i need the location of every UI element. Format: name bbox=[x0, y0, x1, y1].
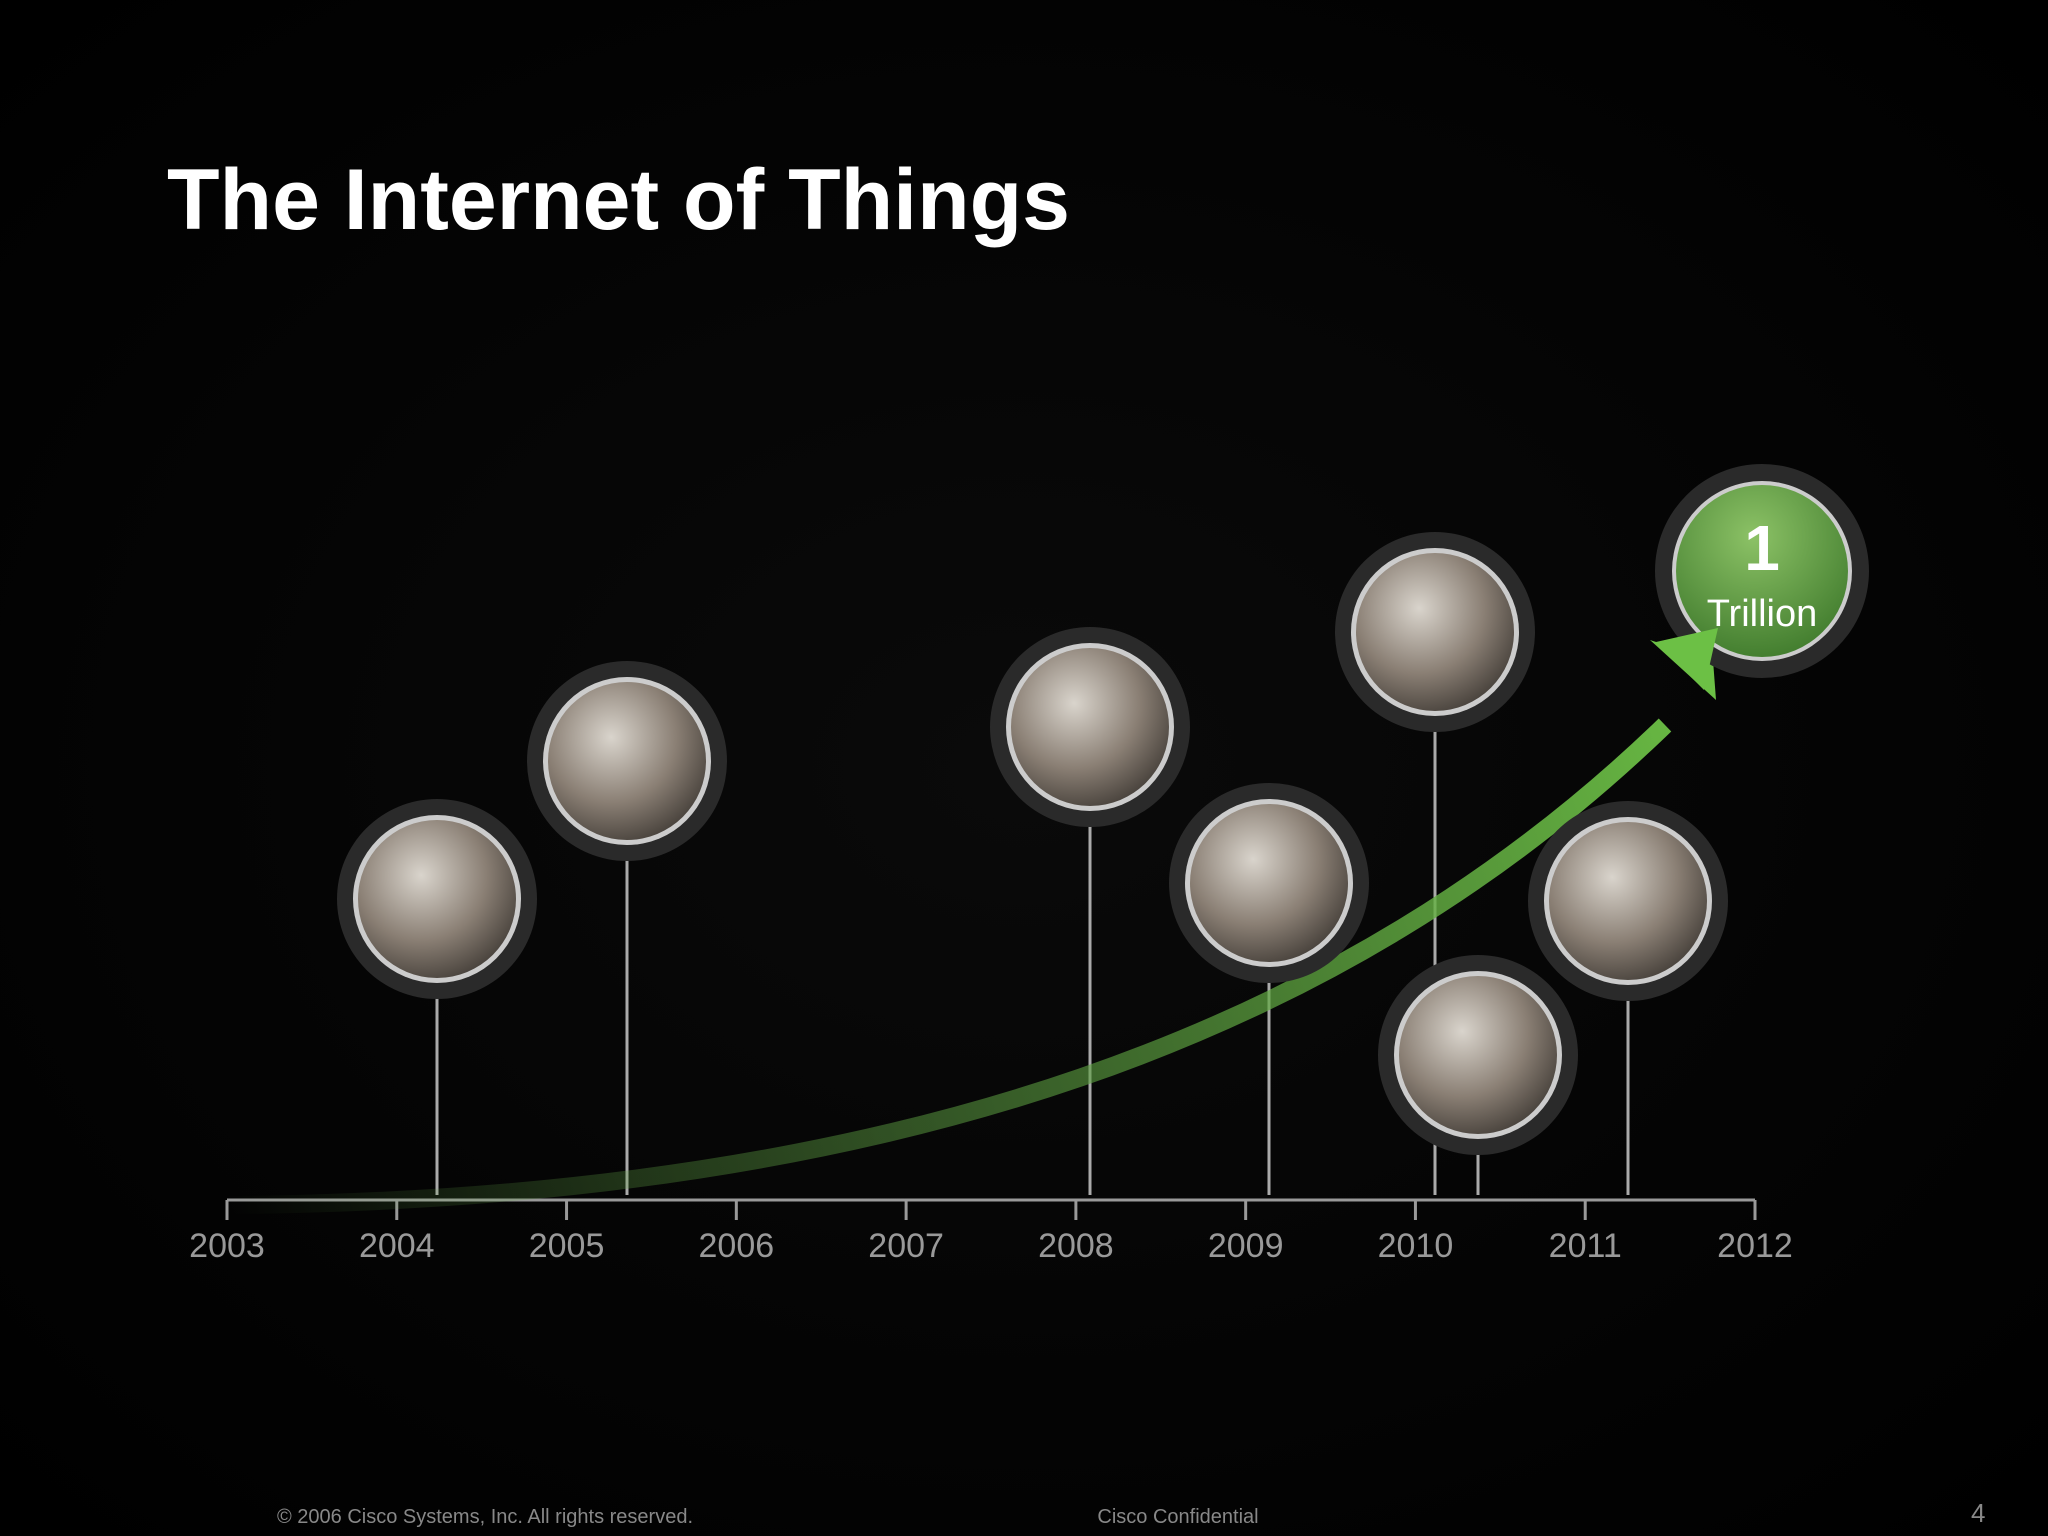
bubble-photo bbox=[1399, 976, 1557, 1134]
bubble-photo bbox=[358, 820, 516, 978]
year-label: 2008 bbox=[1038, 1227, 1114, 1265]
milestone-label: Trillion bbox=[1707, 593, 1818, 635]
growth-arrow bbox=[228, 718, 1672, 1214]
copyright: © 2006 Cisco Systems, Inc. All rights re… bbox=[277, 1506, 693, 1528]
arrow-tip bbox=[1656, 628, 1718, 690]
year-label: 2011 bbox=[1549, 1227, 1622, 1265]
year-label: 2012 bbox=[1717, 1227, 1793, 1265]
milestone-circle bbox=[1676, 485, 1848, 657]
year-label: 2005 bbox=[529, 1227, 605, 1265]
confidential: Cisco Confidential bbox=[1097, 1506, 1258, 1528]
bubble-photo bbox=[1549, 822, 1707, 980]
year-label: 2004 bbox=[359, 1227, 435, 1265]
year-label: 2007 bbox=[868, 1227, 944, 1265]
year-label: 2006 bbox=[699, 1227, 775, 1265]
milestone-number: 1 bbox=[1744, 512, 1780, 584]
bubble-photo bbox=[1011, 648, 1169, 806]
slide-title: The Internet of Things bbox=[167, 152, 1070, 248]
year-label: 2010 bbox=[1378, 1227, 1454, 1265]
bubble-photo bbox=[548, 682, 706, 840]
bubble-photo bbox=[1190, 804, 1348, 962]
photo-bubbles bbox=[337, 532, 1728, 1155]
page-number: 4 bbox=[1971, 1498, 1985, 1528]
milestone: 1 Trillion bbox=[1655, 464, 1869, 678]
bubble-photo bbox=[1356, 553, 1514, 711]
axis-ticks: 2003 2004 2005 2006 2007 2008 2009 2010 2011 2012 bbox=[189, 1200, 1793, 1265]
year-label: 2009 bbox=[1208, 1227, 1284, 1265]
year-label: 2003 bbox=[189, 1227, 265, 1265]
